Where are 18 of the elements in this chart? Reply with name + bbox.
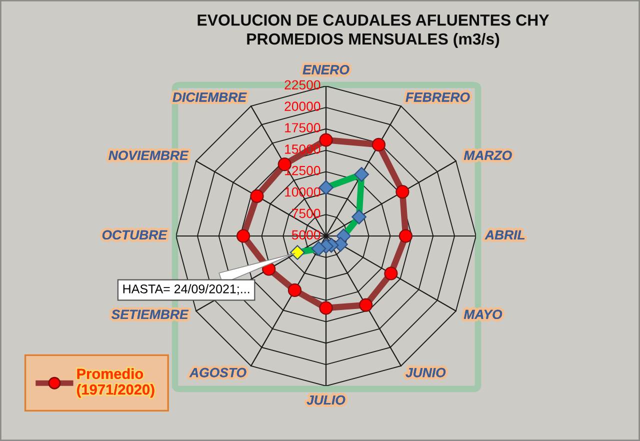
chart-title: EVOLUCION DE CAUDALES AFLUENTES CHY PROMEDIOS MENSUALES (m3/s): [198, 14, 550, 48]
spoke-label: JULIO: [306, 395, 346, 405]
legend-label: Promedio (1971/2020): [77, 368, 154, 398]
y-tick-label: 20000: [284, 102, 320, 111]
text: HASTA= 24/09/2021;...: [123, 284, 250, 295]
spoke-label: DICIEMBRE: [172, 92, 247, 102]
spoke-label: SETIEMBRE: [111, 310, 189, 320]
spoke-label: FEBRERO: [406, 92, 470, 102]
y-tick-label: 17500: [285, 123, 320, 132]
spoke-label: ABRIL: [484, 230, 525, 240]
spoke-label: AGOSTO: [189, 368, 246, 378]
spoke-label: JUNIO: [406, 368, 446, 378]
spoke-label: ENERO: [302, 65, 350, 74]
spoke-label: MAYO: [464, 310, 502, 320]
y-tick-label: 22500: [284, 80, 320, 90]
spoke-label: OCTUBRE: [102, 230, 168, 240]
spoke-label: MARZO: [464, 150, 512, 160]
spoke-label: NOVIEMBRE: [108, 150, 189, 160]
